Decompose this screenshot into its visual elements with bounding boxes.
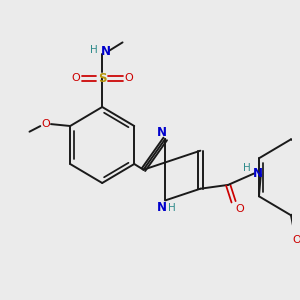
Text: N: N	[101, 45, 111, 58]
Text: N: N	[157, 127, 167, 140]
Text: O: O	[235, 204, 244, 214]
Text: O: O	[124, 74, 133, 83]
Text: N: N	[253, 167, 263, 180]
Text: H: H	[168, 203, 176, 213]
Text: S: S	[98, 72, 106, 85]
Text: H: H	[90, 45, 97, 55]
Text: O: O	[42, 119, 50, 129]
Text: N: N	[157, 201, 167, 214]
Text: O: O	[72, 74, 80, 83]
Text: H: H	[243, 164, 251, 173]
Text: O: O	[292, 235, 300, 245]
